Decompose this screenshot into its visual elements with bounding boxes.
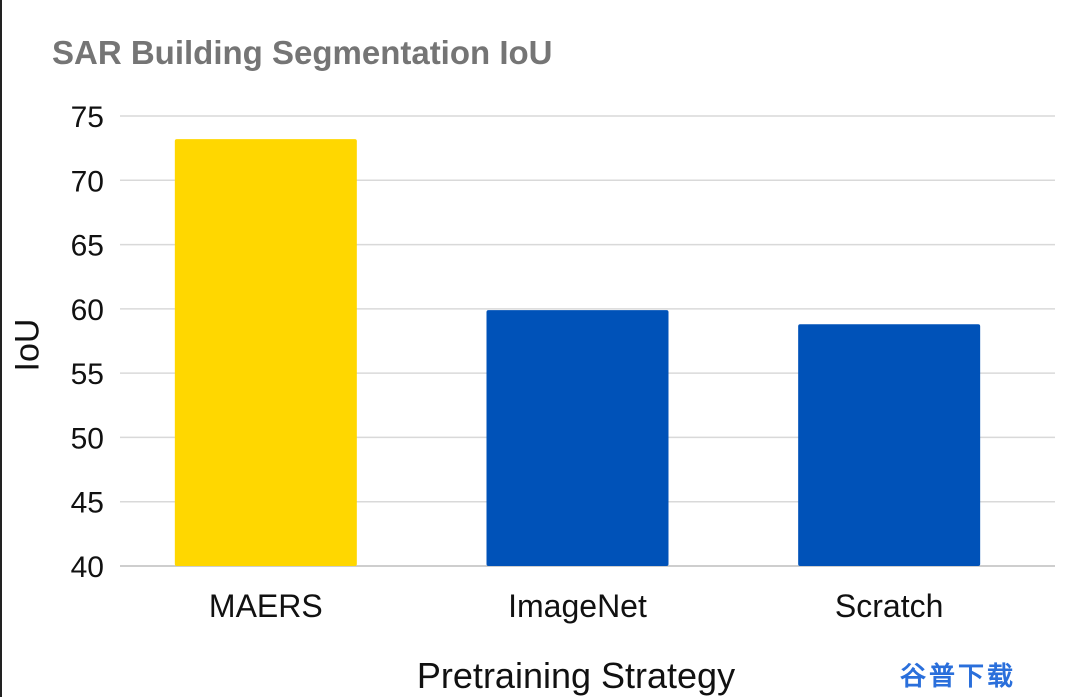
y-tick-label-60: 60 <box>71 294 104 327</box>
x-tick-label-scratch: Scratch <box>835 588 943 624</box>
y-tick-label-40: 40 <box>71 551 104 584</box>
bar-imagenet <box>486 310 669 566</box>
bar-maers <box>174 139 357 566</box>
y-tick-label-55: 55 <box>71 358 104 391</box>
watermark-logo: 谷普下载 <box>900 661 1017 691</box>
bar-scratch <box>798 324 981 566</box>
x-tick-label-maers: MAERS <box>209 588 323 624</box>
y-tick-label-70: 70 <box>71 165 104 198</box>
x-axis-label: Pretraining Strategy <box>416 655 736 696</box>
y-axis-label: IoU <box>8 318 47 372</box>
chart-title: SAR Building Segmentation IoU <box>52 34 553 71</box>
y-tick-label-65: 65 <box>71 230 104 263</box>
y-tick-label-45: 45 <box>71 487 104 520</box>
y-tick-label-50: 50 <box>71 422 104 455</box>
x-tick-label-imagenet: ImageNet <box>508 588 647 624</box>
y-tick-label-75: 75 <box>71 101 104 134</box>
left-frame-border <box>0 0 2 697</box>
